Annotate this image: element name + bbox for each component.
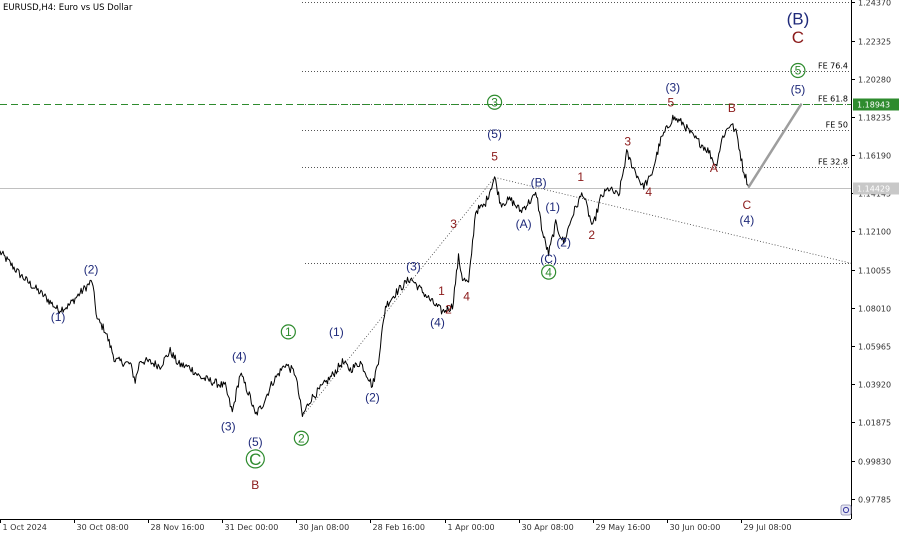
y-tick-label: 1.01875 <box>858 419 891 428</box>
wave-label: 1 <box>285 325 292 339</box>
current-price-tag <box>853 98 899 111</box>
wave-label: B <box>251 478 259 492</box>
wave-label: 5 <box>667 95 674 109</box>
fib-level-label: FE 32.8 <box>818 158 848 167</box>
fib-level-label: FE 100.0 <box>813 0 848 2</box>
wave-label: (C) <box>540 252 557 266</box>
y-tick-label: 1.05965 <box>858 343 891 352</box>
wave-label: (2) <box>556 235 571 249</box>
y-tick-label: 1.08010 <box>858 305 891 314</box>
wave-label: (B) <box>787 9 810 28</box>
fib-level-layer: FE 100.0 FE 76.4 FE 61.8 FE 50 FE 32.8 <box>0 0 851 264</box>
wave-label: B <box>728 101 736 115</box>
wave-label: 1 <box>438 284 445 298</box>
wave-label: (1) <box>329 325 344 339</box>
wave-label: 2 <box>298 431 305 445</box>
y-tick-label: 1.20280 <box>858 76 891 85</box>
wave-label: 5 <box>491 150 498 164</box>
wave-label: (3) <box>406 260 421 274</box>
x-tick-label: 30 Apr 08:00 <box>522 523 574 532</box>
wave-label: (3) <box>665 80 680 94</box>
wave-label: (2) <box>84 263 99 277</box>
wave-label: (4) <box>232 349 247 363</box>
y-tick-label: 0.99830 <box>858 458 891 467</box>
wave-label-circle <box>245 449 265 469</box>
wave-label-circle <box>486 94 503 110</box>
projection-line <box>747 103 803 188</box>
wave-label: C <box>792 28 804 47</box>
wave-label: 3 <box>491 95 498 109</box>
wave-label: (4) <box>740 213 755 227</box>
wave-label: (5) <box>487 127 502 141</box>
symbol-title: EURUSD,H4: Euro vs US Dollar <box>3 3 133 13</box>
wave-label-circle <box>280 324 296 340</box>
y-tick-label: 0.97785 <box>858 496 891 505</box>
y-tick-label: 1.03920 <box>858 381 891 390</box>
x-tick-label: 30 Jan 08:00 <box>299 523 350 532</box>
price-series <box>0 114 750 417</box>
wave-label: 4 <box>463 290 470 304</box>
bid-price-tag <box>853 182 899 195</box>
wave-label: (5) <box>791 82 806 96</box>
wave-label: C <box>743 198 752 212</box>
y-tick-label: 1.22325 <box>858 38 891 47</box>
wave-label: 3 <box>624 135 631 149</box>
wave-label: 2 <box>445 303 452 317</box>
wave-label: (3) <box>221 419 236 433</box>
y-tick-label: 1.12100 <box>858 228 891 237</box>
x-tick-label: 29 Jul 08:00 <box>744 523 792 532</box>
wave-label: (5) <box>248 435 263 449</box>
fib-level-label: FE 76.4 <box>818 62 848 71</box>
wave-label: 4 <box>645 185 652 199</box>
current-price-text: 1.18943 <box>857 101 890 110</box>
x-tick-label: 31 Dec 00:00 <box>225 523 279 532</box>
wave-label: A <box>710 161 718 175</box>
wave-label: (A) <box>516 217 532 231</box>
wave-label: (1) <box>51 310 66 324</box>
wave-label: (2) <box>365 390 380 404</box>
x-tick-label: 28 Nov 16:00 <box>151 523 205 532</box>
fib-level-label: FE 61.8 <box>818 95 848 104</box>
bid-price-text: 1.14429 <box>857 185 890 194</box>
wave-label: C <box>249 450 261 469</box>
y-tick-label: 1.18235 <box>858 114 891 123</box>
y-tick-label: 1.10055 <box>858 267 891 276</box>
x-tick-label: 30 Jun 00:00 <box>670 523 721 532</box>
y-tick-label: 1.24370 <box>858 0 891 8</box>
wave-label: 1 <box>577 170 584 184</box>
wave-label: 5 <box>795 64 802 78</box>
wave-label: 3 <box>450 217 457 231</box>
trend-line <box>494 176 852 264</box>
x-tick-label: 29 May 16:00 <box>596 523 651 532</box>
wave-label-circle <box>790 62 806 79</box>
x-tick-label: 1 Oct 2024 <box>3 523 47 532</box>
fib-level-label: FE 50 <box>826 121 848 130</box>
scroll-icon[interactable] <box>840 504 852 516</box>
wave-label: (4) <box>430 316 445 330</box>
price-series-layer <box>0 103 803 417</box>
wave-label: (B) <box>531 176 547 190</box>
x-tick-label: 1 Apr 00:00 <box>448 523 495 532</box>
wave-label-circle <box>541 264 557 280</box>
wave-label-layer: (1)(2)(4)(3)(5)12CB(1)(2)(3)(4)12345(5)3… <box>51 9 810 492</box>
wave-label-circle <box>293 430 309 446</box>
wave-label: 2 <box>588 228 595 242</box>
wave-label: (1) <box>545 200 560 214</box>
wave-label: 4 <box>545 265 552 279</box>
y-tick-label: 1.16190 <box>858 152 891 161</box>
x-tick-label: 30 Oct 08:00 <box>77 523 129 532</box>
x-tick-label: 28 Feb 16:00 <box>373 523 425 532</box>
